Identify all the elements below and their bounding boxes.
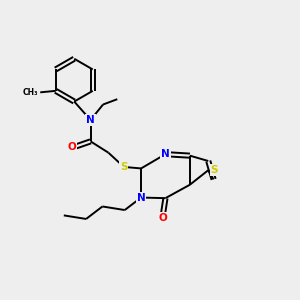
Text: CH₃: CH₃ <box>23 88 38 97</box>
Text: N: N <box>86 115 95 125</box>
Text: N: N <box>137 193 146 202</box>
Text: N: N <box>161 149 170 159</box>
Text: O: O <box>67 142 76 152</box>
Text: S: S <box>120 162 127 172</box>
Text: S: S <box>211 165 218 175</box>
Text: O: O <box>159 213 167 223</box>
